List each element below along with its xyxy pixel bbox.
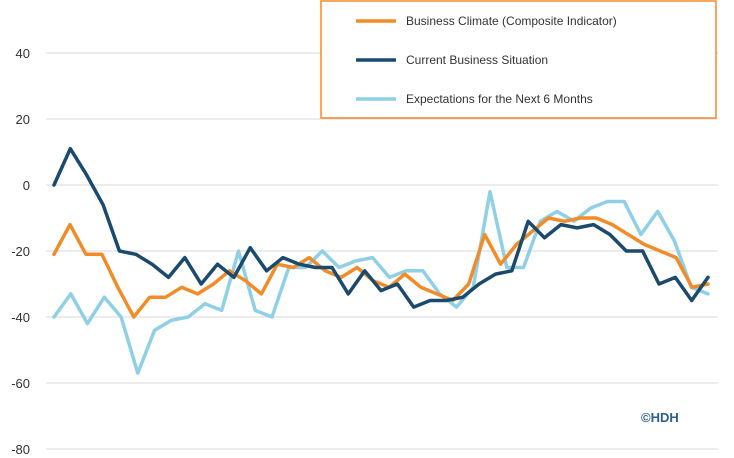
watermark-label: ©HDH [641, 410, 679, 425]
y-tick-label: 40 [16, 46, 30, 61]
y-tick-label: -40 [11, 310, 30, 325]
series-line-1 [52, 216, 710, 319]
y-tick-label: -80 [11, 442, 30, 457]
y-tick-label: 0 [23, 178, 30, 193]
y-tick-label: -60 [11, 376, 30, 391]
legend: Business Climate (Composite Indicator) Cu… [320, 0, 717, 119]
y-tick-label: -20 [11, 244, 30, 259]
series-lines [52, 146, 710, 375]
series-line-2 [52, 146, 710, 309]
legend-label-1: Business Climate (Composite Indicator) [406, 14, 617, 28]
y-axis-tick-labels: 40 20 0 -20 -40 -60 -80 [11, 46, 30, 457]
gridlines [46, 52, 718, 450]
y-tick-label: 20 [16, 112, 30, 127]
legend-label-3: Expectations for the Next 6 Months [406, 92, 593, 106]
series-line-3 [52, 189, 710, 375]
legend-label-2: Current Business Situation [406, 53, 548, 67]
